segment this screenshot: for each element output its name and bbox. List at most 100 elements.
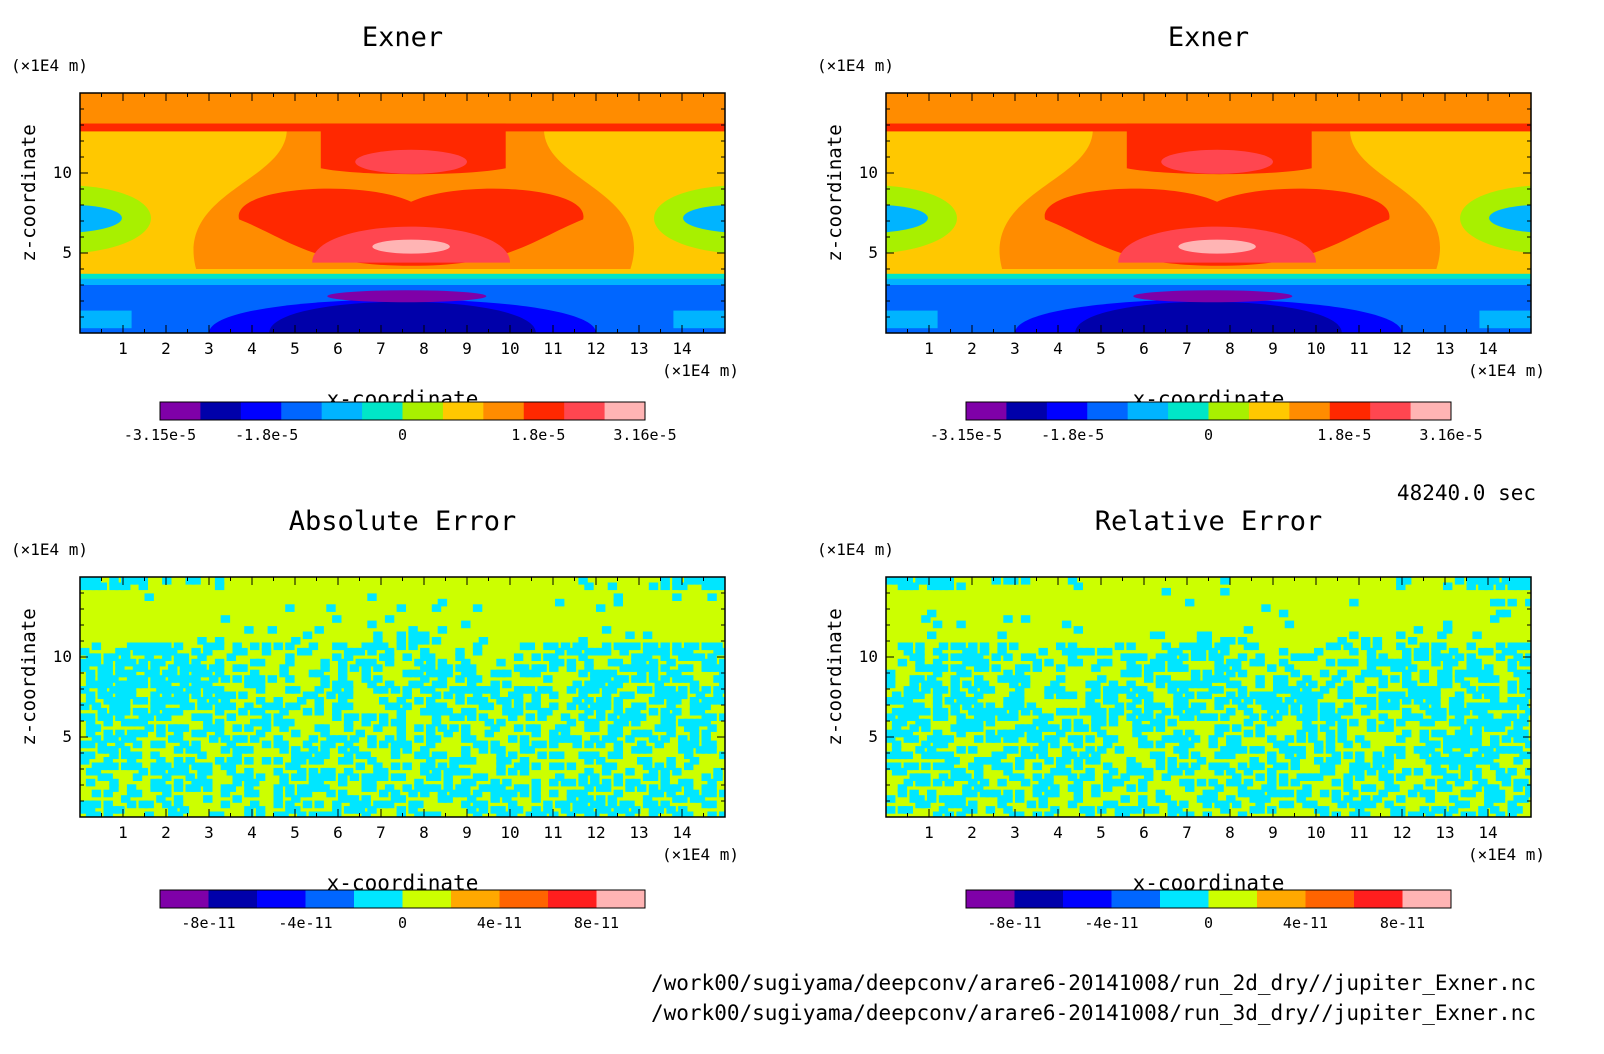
field-speckle — [1478, 669, 1488, 678]
field-speckle — [1032, 664, 1042, 672]
field-speckle — [343, 724, 354, 732]
field-speckle — [168, 811, 178, 817]
field-speckle — [891, 740, 902, 749]
field-speckle — [921, 718, 931, 727]
x-tick-label: 10 — [1306, 823, 1325, 842]
field-speckle — [513, 691, 524, 700]
field-speckle — [1214, 729, 1224, 738]
field-speckle — [138, 707, 148, 716]
field-speckle — [1407, 686, 1418, 694]
field-speckle — [467, 686, 477, 694]
field-speckle — [232, 735, 242, 743]
field-speckle — [338, 795, 348, 803]
field-speckle — [361, 778, 371, 787]
field-speckle — [660, 767, 670, 776]
field-speckle — [944, 582, 954, 591]
field-speckle — [897, 718, 908, 727]
field-speckle — [490, 724, 500, 732]
field-speckle — [678, 746, 688, 754]
field-speckle — [1325, 702, 1336, 711]
field-speckle — [384, 800, 395, 809]
field-speckle — [1448, 658, 1459, 667]
field-speckle — [719, 751, 725, 760]
field-speckle — [1308, 653, 1318, 661]
field-speckle — [426, 686, 436, 694]
field-speckle — [648, 811, 659, 817]
x-tick-label: 2 — [161, 339, 171, 358]
field-speckle — [1513, 735, 1523, 743]
field-speckle — [414, 751, 424, 760]
field-speckle — [1413, 784, 1424, 792]
field-speckle — [1085, 647, 1095, 656]
field-speckle — [1331, 751, 1341, 760]
field-speckle — [1343, 686, 1353, 694]
field-speckle — [1437, 707, 1447, 716]
field-speckle — [915, 800, 925, 809]
field-speckle — [1220, 751, 1230, 760]
field-speckle — [1490, 789, 1500, 798]
field-speckle — [185, 757, 195, 765]
field-speckle — [461, 746, 471, 754]
field-speckle — [150, 669, 160, 678]
field-speckle — [250, 675, 260, 683]
field-speckle — [601, 642, 612, 651]
field-speckle — [1155, 718, 1166, 727]
field-speckle — [513, 653, 524, 661]
field-speckle — [420, 653, 430, 661]
field-speckle — [1220, 697, 1230, 705]
field-speckle — [1050, 789, 1060, 798]
field-speckle — [179, 675, 190, 683]
field-speckle — [302, 647, 313, 656]
field-speckle — [478, 800, 489, 809]
field-speckle — [1284, 751, 1295, 760]
field-speckle — [437, 795, 448, 803]
colorbar-swatch — [604, 402, 646, 420]
field-speckle — [1255, 697, 1265, 705]
field-speckle — [85, 751, 96, 760]
field-speckle — [1490, 735, 1500, 743]
field-speckle — [1120, 795, 1130, 803]
field-speckle — [1519, 680, 1529, 689]
field-speckle — [126, 577, 137, 585]
field-speckle — [891, 577, 902, 585]
field-speckle — [938, 707, 949, 716]
field-speckle — [1067, 800, 1078, 809]
field-speckle — [279, 724, 289, 732]
x-tick-label: 4 — [1053, 339, 1063, 358]
field-speckle — [150, 767, 160, 776]
field-speckle — [1032, 789, 1042, 798]
field-speckle — [689, 789, 700, 798]
field-speckle — [648, 806, 659, 814]
field-speckle — [660, 577, 670, 585]
field-speckle — [909, 582, 919, 591]
field-speckle — [1202, 642, 1212, 651]
plot-field — [886, 93, 1531, 333]
field-speckle — [903, 707, 913, 716]
field-speckle — [962, 669, 972, 678]
field-speckle — [566, 811, 577, 817]
field-speckle — [478, 806, 489, 814]
field-speckle — [343, 757, 354, 765]
field-speckle — [1443, 680, 1453, 689]
field-speckle — [173, 767, 184, 776]
field-speckle — [549, 735, 559, 743]
field-speckle — [255, 680, 266, 689]
field-speckle — [654, 762, 664, 771]
field-speckle — [909, 702, 919, 711]
field-speckle — [1190, 762, 1201, 771]
field-speckle — [1196, 691, 1207, 700]
field-speckle — [997, 642, 1007, 651]
field-speckle — [238, 647, 248, 656]
field-speckle — [138, 582, 148, 591]
field-speckle — [1490, 740, 1500, 749]
field-speckle — [1501, 778, 1512, 787]
field-speckle — [1003, 577, 1013, 585]
field-speckle — [1448, 697, 1459, 705]
field-region — [886, 278, 1531, 285]
field-speckle — [138, 664, 148, 672]
field-speckle — [1448, 647, 1459, 656]
field-speckle — [1196, 680, 1207, 689]
field-speckle — [91, 811, 102, 817]
field-speckle — [1149, 751, 1160, 760]
field-speckle — [607, 724, 618, 732]
